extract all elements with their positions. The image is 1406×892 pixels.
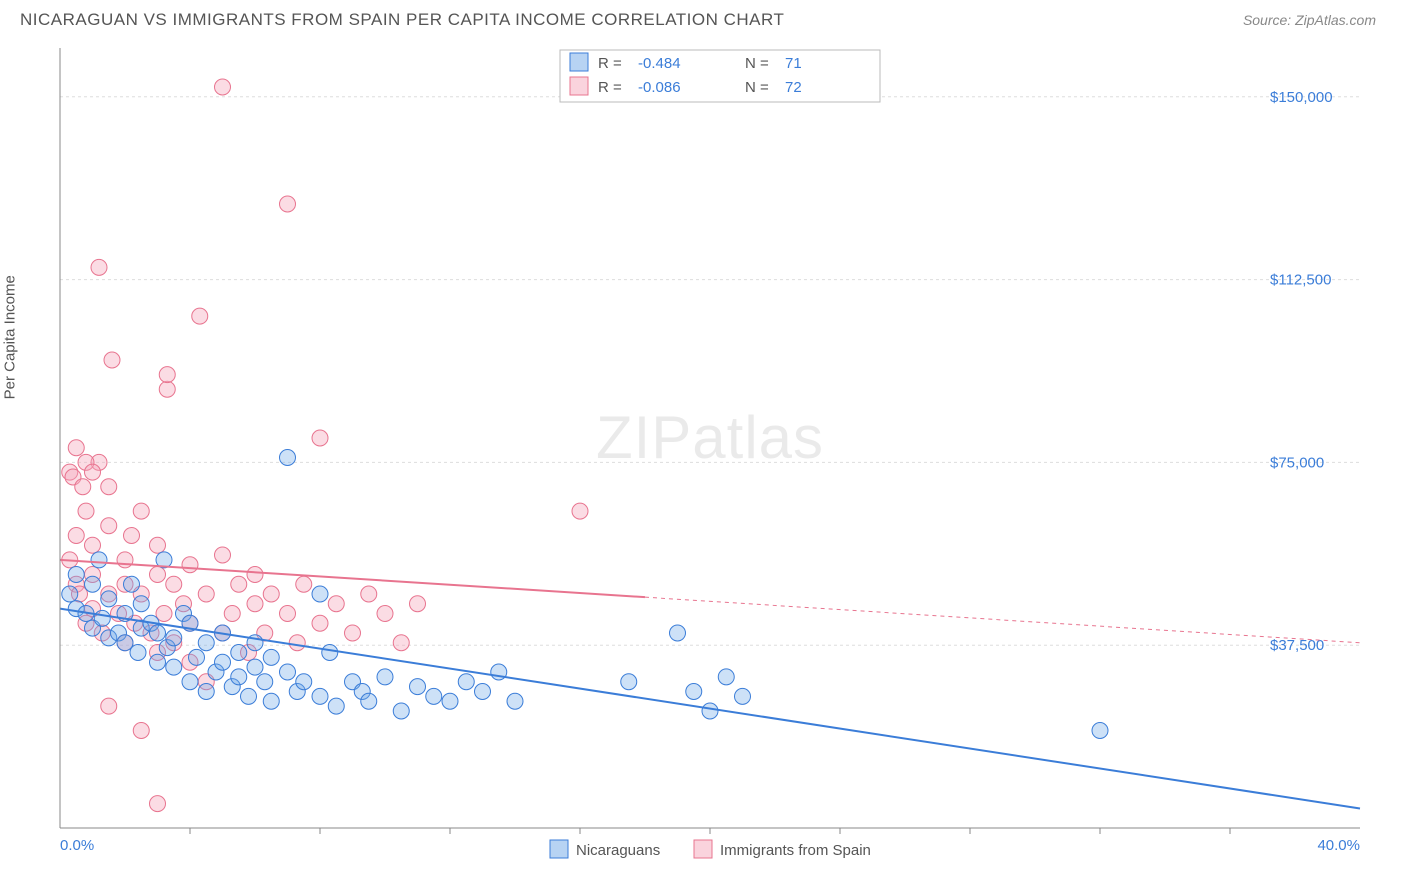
svg-text:-0.086: -0.086 — [638, 79, 681, 96]
svg-text:N =: N = — [745, 55, 769, 72]
chart-header: NICARAGUAN VS IMMIGRANTS FROM SPAIN PER … — [0, 0, 1406, 38]
svg-text:Immigrants from Spain: Immigrants from Spain — [720, 842, 871, 859]
svg-text:$112,500: $112,500 — [1270, 272, 1331, 289]
svg-text:ZIPatlas: ZIPatlas — [596, 404, 824, 471]
svg-text:0.0%: 0.0% — [60, 837, 94, 854]
svg-text:R =: R = — [598, 55, 622, 72]
chart-container: Per Capita Income $37,500$75,000$112,500… — [20, 38, 1386, 868]
y-axis-label: Per Capita Income — [2, 275, 19, 399]
svg-text:Nicaraguans: Nicaraguans — [576, 842, 660, 859]
svg-text:40.0%: 40.0% — [1317, 837, 1360, 854]
svg-text:72: 72 — [785, 79, 802, 96]
svg-text:N =: N = — [745, 79, 769, 96]
svg-text:-0.484: -0.484 — [638, 55, 681, 72]
svg-text:$150,000: $150,000 — [1270, 89, 1333, 106]
scatter-chart: $37,500$75,000$112,500$150,000ZIPatlas0.… — [20, 38, 1386, 868]
svg-text:71: 71 — [785, 55, 802, 72]
svg-text:R =: R = — [598, 79, 622, 96]
svg-text:$75,000: $75,000 — [1270, 454, 1324, 471]
chart-title: NICARAGUAN VS IMMIGRANTS FROM SPAIN PER … — [20, 10, 784, 30]
chart-source: Source: ZipAtlas.com — [1243, 12, 1376, 28]
